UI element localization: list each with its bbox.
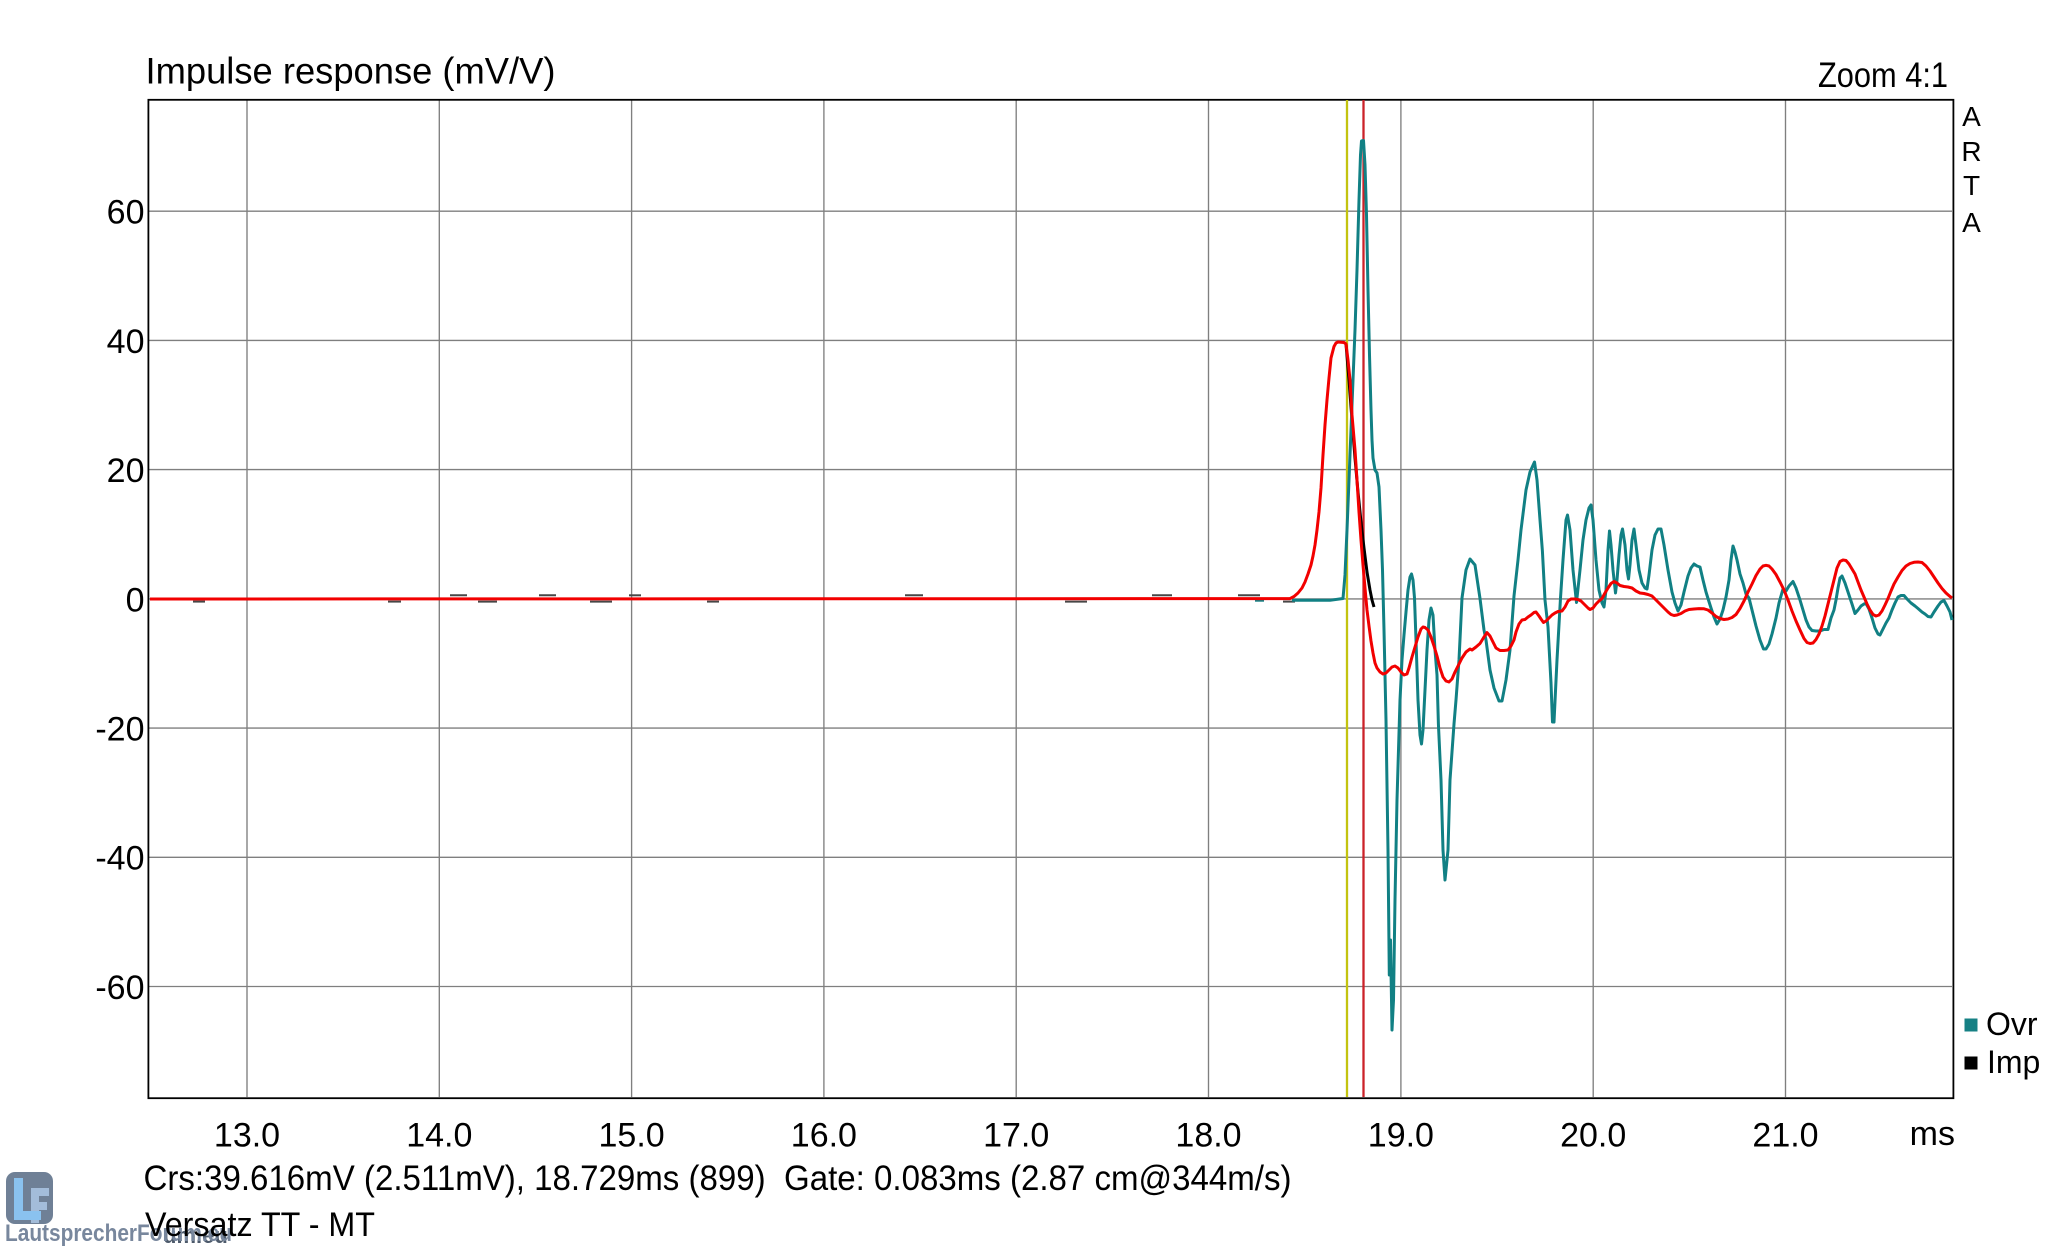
svg-text:17.0: 17.0	[983, 1117, 1049, 1155]
svg-text:LautsprecherForum.eu: LautsprecherForum.eu	[5, 1220, 232, 1246]
svg-text:A: A	[1962, 101, 1981, 132]
svg-text:T: T	[1963, 170, 1980, 201]
svg-text:Ovr: Ovr	[1986, 1006, 2038, 1042]
svg-text:20: 20	[107, 452, 145, 490]
svg-text:13.0: 13.0	[214, 1117, 280, 1155]
svg-text:-40: -40	[95, 840, 144, 878]
svg-text:Impulse response (mV/V): Impulse response (mV/V)	[146, 50, 556, 92]
svg-text:21.0: 21.0	[1752, 1117, 1818, 1155]
svg-text:60: 60	[107, 194, 145, 232]
svg-text:-60: -60	[95, 969, 144, 1007]
svg-text:Versatz TT - MT: Versatz TT - MT	[145, 1206, 375, 1244]
svg-text:16.0: 16.0	[791, 1117, 857, 1155]
svg-text:40: 40	[107, 323, 145, 361]
svg-text:Imp: Imp	[1987, 1044, 2040, 1080]
svg-text:20.0: 20.0	[1560, 1117, 1626, 1155]
svg-text:ms: ms	[1910, 1115, 1955, 1153]
svg-text:R: R	[1961, 136, 1981, 167]
svg-text:0: 0	[126, 581, 145, 619]
svg-text:-20: -20	[95, 711, 144, 749]
svg-text:A: A	[1962, 207, 1981, 238]
svg-text:14.0: 14.0	[406, 1117, 472, 1155]
svg-text:15.0: 15.0	[599, 1117, 665, 1155]
svg-text:Zoom 4:1: Zoom 4:1	[1818, 56, 1948, 95]
svg-text:um.eu: um.eu	[163, 1223, 228, 1246]
svg-text:18.0: 18.0	[1175, 1117, 1241, 1155]
svg-text:Crs:39.616mV (2.511mV), 18.729: Crs:39.616mV (2.511mV), 18.729ms (899) G…	[144, 1159, 1292, 1198]
svg-text:19.0: 19.0	[1368, 1117, 1434, 1155]
